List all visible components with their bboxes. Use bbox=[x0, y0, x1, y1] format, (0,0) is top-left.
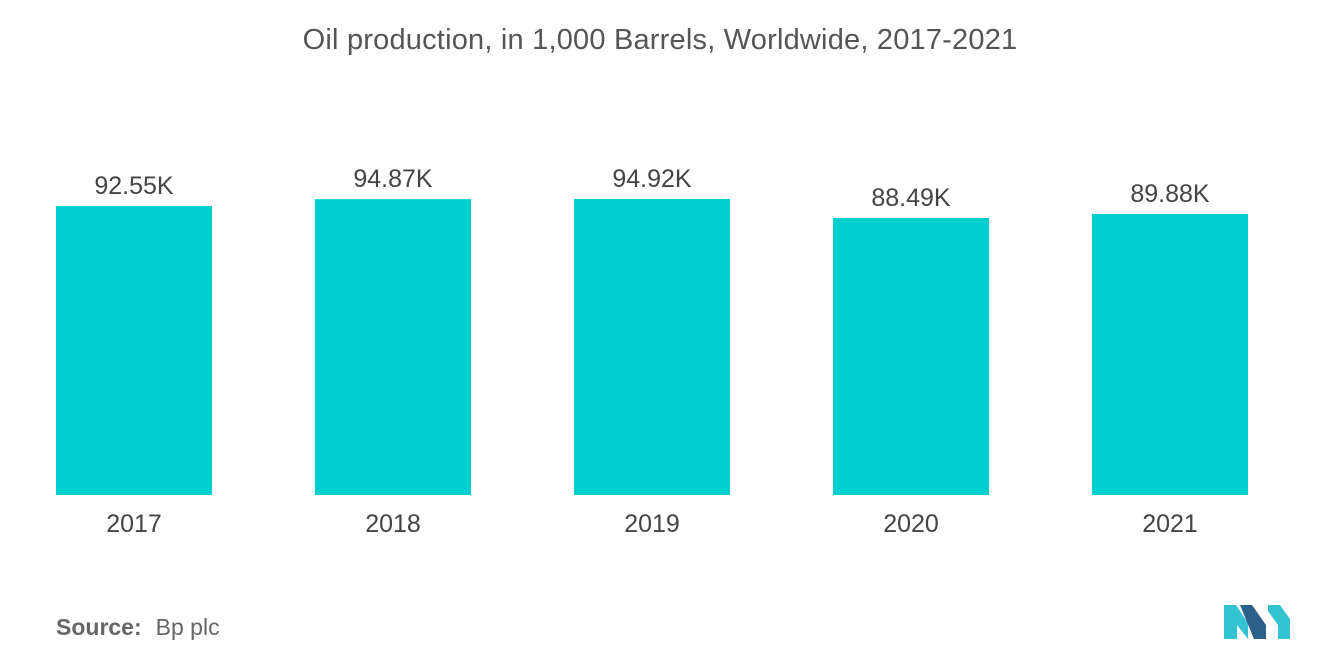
category-label-2018: 2018 bbox=[365, 510, 421, 538]
bar-2018 bbox=[315, 199, 471, 495]
category-label-2020: 2020 bbox=[883, 510, 939, 538]
source-note: Source: Bp plc bbox=[56, 614, 220, 641]
category-labels-group: 2017 2018 2019 2020 2021 bbox=[106, 510, 1198, 538]
logo-left-stroke bbox=[1224, 605, 1248, 639]
value-label-2018: 94.87K bbox=[353, 165, 433, 193]
value-label-2019: 94.92K bbox=[612, 165, 692, 193]
category-label-2019: 2019 bbox=[624, 510, 680, 538]
logo-middle-stroke bbox=[1240, 605, 1266, 639]
bar-2020 bbox=[833, 218, 989, 495]
category-label-2017: 2017 bbox=[106, 510, 162, 538]
source-value: Bp plc bbox=[155, 614, 220, 640]
source-label: Source: bbox=[56, 614, 142, 640]
bars-group bbox=[56, 198, 1248, 496]
bar-2019 bbox=[574, 198, 730, 496]
value-label-2017: 92.55K bbox=[94, 172, 174, 200]
value-label-2021: 89.88K bbox=[1130, 180, 1210, 208]
logo-right-stroke bbox=[1268, 605, 1290, 639]
bar-2017 bbox=[56, 206, 212, 495]
category-label-2021: 2021 bbox=[1142, 510, 1198, 538]
value-labels-group: 92.55K 94.87K 94.92K 88.49K 89.88K bbox=[94, 165, 1210, 212]
bar-2021 bbox=[1092, 213, 1248, 495]
chart-title: Oil production, in 1,000 Barrels, Worldw… bbox=[302, 24, 1018, 56]
company-logo-icon bbox=[1224, 605, 1290, 639]
value-label-2020: 88.49K bbox=[871, 184, 951, 212]
